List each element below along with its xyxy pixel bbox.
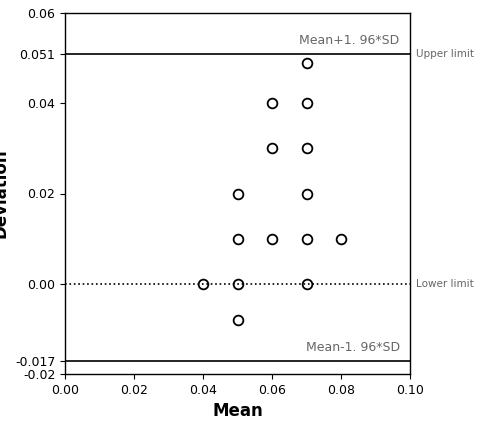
Text: Upper limit: Upper limit: [416, 49, 474, 58]
Y-axis label: Deviation: Deviation: [0, 149, 10, 238]
Text: Lower limit: Lower limit: [416, 279, 474, 289]
Text: Mean+1. 96*SD: Mean+1. 96*SD: [300, 34, 400, 47]
Text: Mean-1. 96*SD: Mean-1. 96*SD: [306, 341, 400, 354]
X-axis label: Mean: Mean: [212, 402, 263, 421]
